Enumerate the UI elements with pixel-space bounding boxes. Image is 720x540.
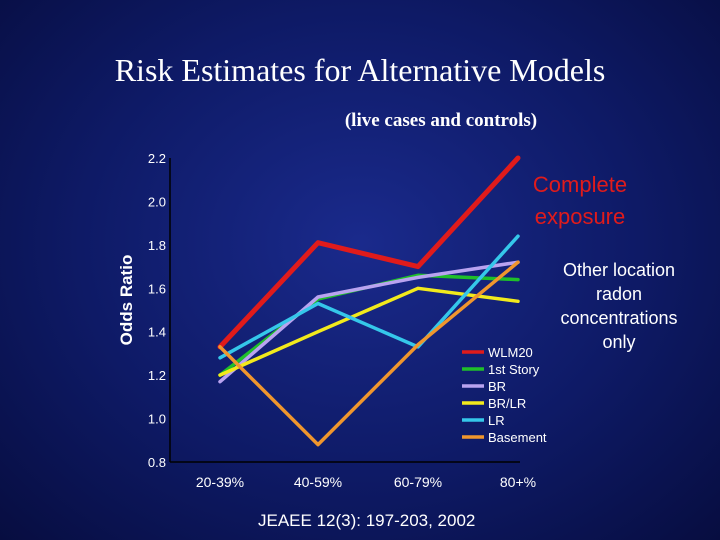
series-line-br bbox=[218, 260, 520, 384]
legend-label: BR bbox=[488, 379, 506, 394]
y-tick-label: 1.8 bbox=[148, 238, 166, 253]
y-tick-label: 1.2 bbox=[148, 368, 166, 383]
chart-title: Risk Estimates for Alternative Models bbox=[114, 52, 606, 88]
annotation-other-line2: radon bbox=[596, 284, 642, 304]
y-tick-label: 1.6 bbox=[148, 281, 166, 296]
y-tick-label: 2.0 bbox=[148, 194, 166, 209]
annotation-complete-line2: exposure bbox=[535, 204, 626, 229]
x-tick-label: 40-59% bbox=[294, 474, 342, 490]
annotation-other-line3: concentrations bbox=[560, 308, 677, 328]
series-line-br-lr bbox=[218, 286, 520, 377]
series-line-lr bbox=[218, 234, 520, 360]
y-tick-label: 0.8 bbox=[148, 455, 166, 470]
x-tick-label: 20-39% bbox=[196, 474, 244, 490]
series-line-basement bbox=[218, 260, 520, 447]
chart-axes bbox=[169, 158, 520, 463]
legend-label: BR/LR bbox=[488, 396, 526, 411]
chart-subtitle: (live cases and controls) bbox=[344, 110, 538, 131]
citation-footer: JEAEE 12(3): 197-203, 2002 bbox=[258, 511, 476, 530]
legend-label: 1st Story bbox=[488, 362, 540, 377]
x-tick-label: 80+% bbox=[500, 474, 536, 490]
x-tick-label: 60-79% bbox=[394, 474, 442, 490]
series-line-wlm20 bbox=[217, 155, 521, 350]
annotation-other-line4: only bbox=[602, 332, 635, 352]
annotation-other-line1: Other location bbox=[563, 260, 675, 280]
legend-label: Basement bbox=[488, 430, 547, 445]
y-tick-label: 1.0 bbox=[148, 412, 166, 427]
annotation-complete-line1: Complete bbox=[533, 172, 627, 197]
y-tick-label: 1.4 bbox=[148, 325, 166, 340]
y-axis-label: Odds Ratio bbox=[117, 255, 136, 346]
legend-label: WLM20 bbox=[488, 345, 533, 360]
legend-label: LR bbox=[488, 413, 505, 428]
y-tick-label: 2.2 bbox=[148, 151, 166, 166]
